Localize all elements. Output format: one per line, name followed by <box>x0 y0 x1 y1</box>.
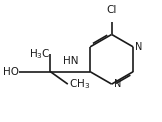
Text: HO: HO <box>3 67 19 77</box>
Text: HN: HN <box>63 56 78 66</box>
Text: Cl: Cl <box>106 5 117 15</box>
Text: CH$_3$: CH$_3$ <box>69 77 91 91</box>
Text: N: N <box>114 79 121 89</box>
Text: N: N <box>135 42 143 52</box>
Text: H$_3$C: H$_3$C <box>29 47 50 61</box>
